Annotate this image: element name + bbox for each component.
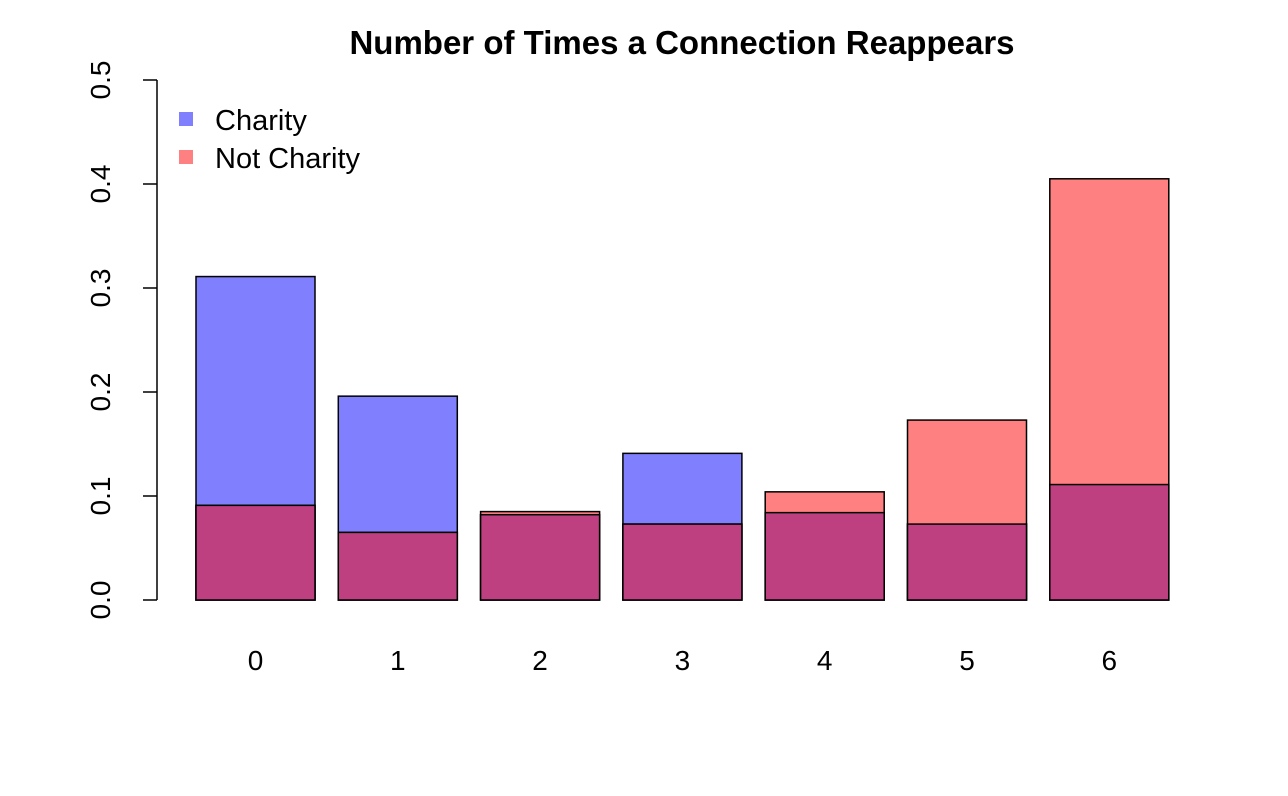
x-axis-labels: 0 1 2 3 4 5 6 [248, 645, 1117, 676]
bar-overlap [906, 523, 1028, 601]
y-tick-label: 0.4 [85, 165, 116, 204]
legend-swatch [179, 150, 193, 164]
x-tick-label: 3 [675, 645, 691, 676]
y-tick-label: 0.1 [85, 477, 116, 516]
x-tick-label: 5 [959, 645, 975, 676]
x-tick-label: 1 [390, 645, 406, 676]
legend-swatch [179, 112, 193, 126]
legend-label: Charity [215, 105, 307, 137]
bar-overlap [337, 531, 459, 601]
bar-overlap [195, 504, 316, 601]
chart-title: Number of Times a Connection Reappears [349, 24, 1014, 61]
x-tick-label: 4 [817, 645, 833, 676]
x-tick-label: 6 [1102, 645, 1118, 676]
bars [195, 178, 1170, 601]
bar-overlap [479, 513, 601, 601]
bar-overlap [622, 523, 743, 601]
bar-overlap [1049, 483, 1170, 601]
y-tick-label: 0.2 [85, 373, 116, 412]
legend: Charity Not Charity [179, 105, 361, 175]
y-tick-label: 0.3 [85, 269, 116, 308]
legend-label: Not Charity [215, 143, 361, 175]
y-axis: 0.0 0.1 0.2 0.3 0.4 0.5 [85, 61, 158, 620]
y-tick-label: 0.0 [85, 581, 116, 620]
x-tick-label: 0 [248, 645, 264, 676]
y-tick-label: 0.5 [85, 61, 116, 100]
bar-overlap [764, 511, 885, 601]
x-tick-label: 2 [532, 645, 548, 676]
